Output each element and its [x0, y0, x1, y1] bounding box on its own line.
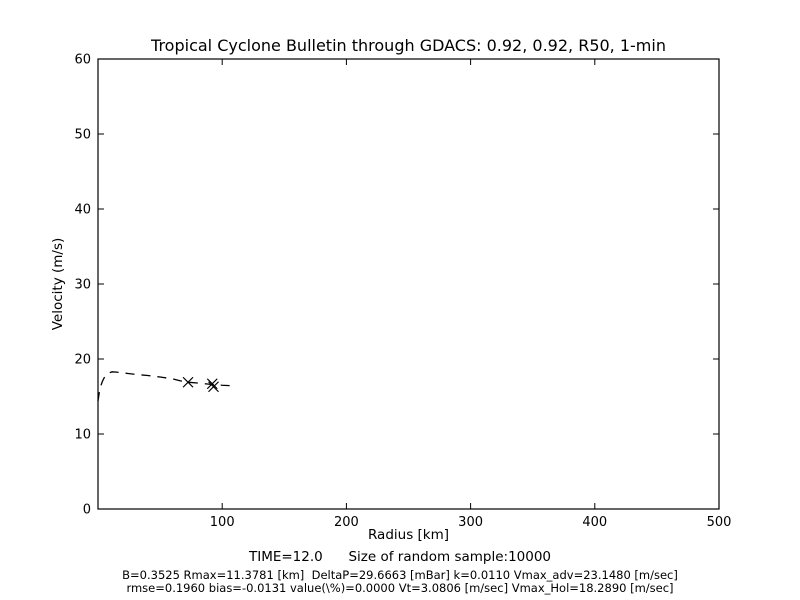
footer-time-and-sample-text: TIME=12.0 Size of random sample:10000 — [248, 549, 552, 565]
x-tick-label: 300 — [458, 515, 483, 530]
x-axis-label: Radius [km] — [367, 527, 450, 543]
data-point-x-marker — [182, 376, 194, 388]
y-tick-label: 40 — [74, 203, 91, 218]
chart-title: Tropical Cyclone Bulletin through GDACS:… — [151, 36, 666, 55]
y-tick-label: 60 — [74, 53, 91, 68]
footer-parameters-line-2: rmse=0.1960 bias=-0.0131 value(\%)=0.000… — [126, 581, 674, 595]
x-tick-label: 400 — [582, 515, 607, 530]
data-point-x-marker — [208, 381, 219, 393]
y-tick-label: 0 — [83, 503, 91, 518]
x-tick-label: 200 — [334, 515, 359, 530]
footer-parameters-line-1: B=0.3525 Rmax=11.3781 [km] DeltaP=29.666… — [122, 568, 678, 582]
x-tick-label: 100 — [210, 515, 235, 530]
y-tick-label: 30 — [74, 278, 91, 293]
data-point-x-marker — [206, 378, 218, 390]
axes-frame — [97, 58, 720, 510]
y-tick-label: 20 — [74, 353, 91, 368]
y-axis-label: Velocity (m/s) — [50, 237, 66, 331]
y-tick-label: 50 — [74, 128, 91, 143]
y-tick-label: 10 — [74, 428, 91, 443]
x-tick-label: 500 — [707, 515, 732, 530]
wind-profile-curve — [97, 371, 230, 402]
